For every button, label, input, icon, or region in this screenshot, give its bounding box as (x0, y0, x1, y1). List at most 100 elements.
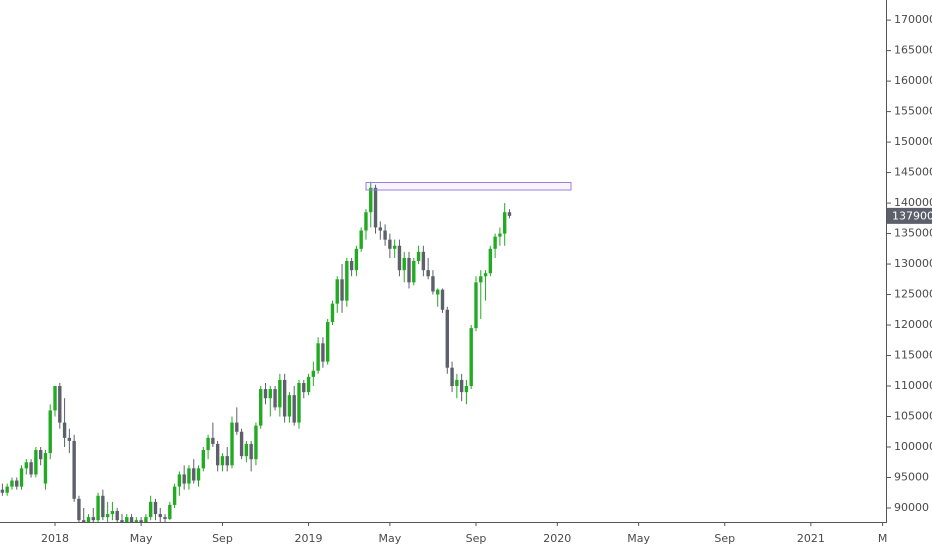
candle-body (38, 450, 43, 460)
candle-body (129, 517, 134, 522)
y-tick-label: 130000 (894, 257, 932, 270)
x-tick-label: Sep (466, 532, 487, 545)
candle-body (158, 514, 162, 518)
candle-body (311, 370, 316, 377)
candle-body (105, 514, 110, 518)
candle-body (440, 289, 445, 310)
candle-body (402, 257, 406, 271)
y-tick-label: 90000 (894, 501, 929, 514)
x-tick-label: 2020 (543, 532, 571, 545)
last-price-label: 137900 (892, 209, 932, 222)
y-tick-label: 105000 (894, 410, 932, 423)
y-tick-label: 115000 (894, 349, 932, 362)
candle-body (354, 248, 359, 271)
candle-body (139, 520, 143, 522)
candle-body (378, 227, 383, 231)
candle-body (29, 462, 33, 475)
candle-body (192, 468, 196, 481)
candle-body (493, 236, 497, 249)
candle-body (392, 245, 397, 249)
candle-body (91, 517, 95, 521)
candle-body (172, 486, 177, 505)
x-tick-label: Sep (714, 532, 735, 545)
candle-body (215, 443, 220, 466)
candle-body (426, 270, 430, 277)
candle-body (340, 279, 344, 301)
candle-body (436, 289, 440, 295)
candle-body (369, 187, 373, 213)
candle-body (373, 187, 378, 228)
candle-body (24, 462, 29, 469)
candle-body (345, 261, 349, 301)
candle-body (5, 486, 9, 493)
y-tick-label: 165000 (894, 44, 932, 57)
candle-body (273, 389, 277, 408)
y-tick-label: 150000 (894, 135, 932, 148)
candle-body (110, 511, 115, 515)
x-tick-label: 2021 (797, 532, 825, 545)
candle-body (416, 251, 421, 261)
candle-body (383, 230, 387, 240)
candle-body (168, 504, 172, 519)
y-tick-label: 110000 (894, 379, 932, 392)
candle-body (101, 495, 105, 518)
candle-body (144, 517, 148, 522)
candle-body (206, 437, 210, 451)
candle-body (43, 453, 48, 484)
candle-body (225, 456, 229, 466)
candle-body (498, 233, 502, 237)
candle-body (125, 517, 129, 522)
candle-body (182, 474, 186, 484)
candle-body (235, 422, 239, 432)
y-tick-label: 170000 (894, 13, 932, 26)
last-price-tag (887, 207, 932, 224)
candle-body (483, 273, 488, 277)
candle-body (0, 489, 5, 493)
candle-body (58, 386, 62, 423)
candle-body (502, 212, 507, 234)
candle-body (254, 425, 258, 460)
candle-body (445, 309, 449, 368)
candle-body (488, 248, 493, 274)
candle-body (196, 468, 201, 481)
candle-body (282, 379, 287, 417)
candle-body (388, 239, 392, 249)
candle-body (412, 261, 416, 283)
candle-body (316, 343, 320, 371)
candle-body (96, 495, 100, 521)
candle-body (120, 520, 124, 522)
candle-body (187, 468, 191, 484)
candle-body (201, 450, 206, 469)
candle-body (67, 437, 72, 441)
candle-body (455, 379, 459, 387)
candle-body (359, 230, 363, 249)
x-tick-label: M (878, 532, 888, 545)
candles (0, 181, 512, 522)
candle-body (72, 440, 76, 499)
y-tick-label: 145000 (894, 166, 932, 179)
y-tick-label: 95000 (894, 470, 929, 483)
candle-body (278, 379, 282, 408)
y-tick-label: 135000 (894, 227, 932, 240)
candle-body (10, 480, 14, 487)
candle-body (450, 367, 454, 387)
candle-body (407, 257, 411, 283)
y-tick-label: 120000 (894, 318, 932, 331)
candle-body (259, 389, 263, 426)
candle-body (431, 276, 435, 292)
candle-body (153, 501, 158, 515)
x-tick-label: May (627, 532, 650, 545)
candle-body (459, 379, 464, 393)
candle-body (177, 474, 182, 487)
x-tick-label: 2018 (41, 532, 69, 545)
candle-body (220, 456, 225, 466)
candle-body (464, 386, 469, 393)
candle-body (134, 520, 139, 522)
price-zone-drawing (365, 182, 572, 191)
candle-body (53, 386, 57, 411)
y-tick-label: 100000 (894, 440, 932, 453)
x-tick-label: May (130, 532, 153, 545)
candle-body (249, 443, 253, 460)
